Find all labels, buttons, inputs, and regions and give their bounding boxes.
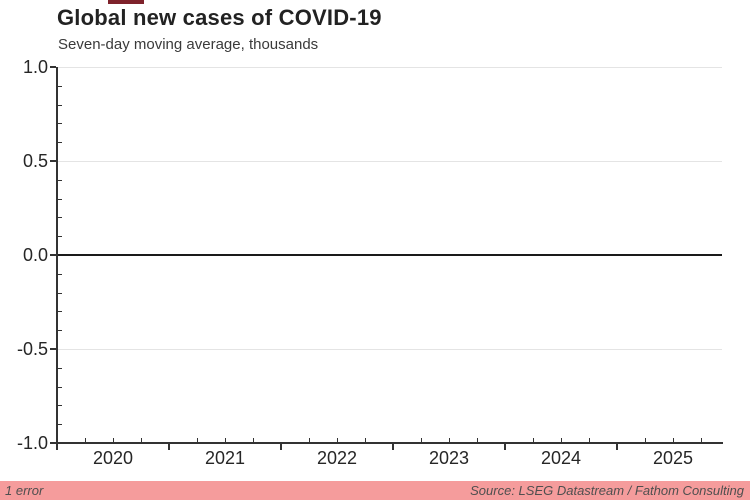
y-minor-tick xyxy=(58,330,62,331)
zero-line xyxy=(57,254,722,256)
chart-title: Global new cases of COVID-19 xyxy=(57,5,382,30)
y-minor-tick xyxy=(58,142,62,143)
x-tick-label: 2022 xyxy=(316,448,358,468)
x-minor-tick xyxy=(85,438,86,442)
y-tick-label: -0.5 xyxy=(16,339,48,359)
y-gridline xyxy=(57,67,722,68)
x-axis-spine xyxy=(56,442,723,444)
x-minor-tick xyxy=(449,438,450,442)
y-minor-tick xyxy=(58,199,62,200)
y-minor-tick xyxy=(58,217,62,218)
x-major-tick xyxy=(616,444,618,450)
y-major-tick xyxy=(50,254,56,256)
x-minor-tick xyxy=(589,438,590,442)
x-major-tick xyxy=(168,444,170,450)
x-minor-tick xyxy=(561,438,562,442)
y-minor-tick xyxy=(58,311,62,312)
source-credit: Source: LSEG Datastream / Fathom Consult… xyxy=(470,483,744,498)
y-minor-tick xyxy=(58,236,62,237)
x-major-tick xyxy=(392,444,394,450)
y-major-tick xyxy=(50,348,56,350)
y-gridline xyxy=(57,161,722,162)
red-tab-mark xyxy=(108,0,144,4)
chart-subtitle: Seven-day moving average, thousands xyxy=(58,36,319,53)
y-tick-label: 1.0 xyxy=(22,57,48,77)
x-minor-tick xyxy=(365,438,366,442)
x-minor-tick xyxy=(197,438,198,442)
x-minor-tick xyxy=(141,438,142,442)
y-major-tick xyxy=(50,66,56,68)
y-minor-tick xyxy=(58,424,62,425)
x-tick-label: 2025 xyxy=(652,448,694,468)
x-minor-tick xyxy=(533,438,534,442)
x-minor-tick xyxy=(253,438,254,442)
x-major-tick xyxy=(504,444,506,450)
x-minor-tick xyxy=(225,438,226,442)
x-tick-label: 2024 xyxy=(540,448,582,468)
y-axis-spine xyxy=(56,67,58,444)
y-tick-label: 0.5 xyxy=(22,151,48,171)
x-minor-tick xyxy=(309,438,310,442)
y-major-tick xyxy=(50,160,56,162)
y-tick-label: 0.0 xyxy=(22,245,48,265)
x-minor-tick xyxy=(673,438,674,442)
x-minor-tick xyxy=(645,438,646,442)
x-tick-label: 2020 xyxy=(92,448,134,468)
y-minor-tick xyxy=(58,180,62,181)
x-minor-tick xyxy=(113,438,114,442)
x-major-tick xyxy=(280,444,282,450)
y-minor-tick xyxy=(58,405,62,406)
x-minor-tick xyxy=(477,438,478,442)
y-minor-tick xyxy=(58,293,62,294)
y-minor-tick xyxy=(58,387,62,388)
y-minor-tick xyxy=(58,86,62,87)
y-tick-label: -1.0 xyxy=(16,433,48,453)
x-major-tick xyxy=(56,444,58,450)
y-minor-tick xyxy=(58,105,62,106)
footer-bar: 1 error Source: LSEG Datastream / Fathom… xyxy=(0,481,750,500)
x-tick-label: 2023 xyxy=(428,448,470,468)
x-minor-tick xyxy=(701,438,702,442)
x-tick-label: 2021 xyxy=(204,448,246,468)
x-minor-tick xyxy=(337,438,338,442)
error-status-label: 1 error xyxy=(5,483,44,498)
y-minor-tick xyxy=(58,123,62,124)
y-minor-tick xyxy=(58,368,62,369)
y-gridline xyxy=(57,349,722,350)
y-major-tick xyxy=(50,442,56,444)
y-minor-tick xyxy=(58,274,62,275)
x-minor-tick xyxy=(421,438,422,442)
